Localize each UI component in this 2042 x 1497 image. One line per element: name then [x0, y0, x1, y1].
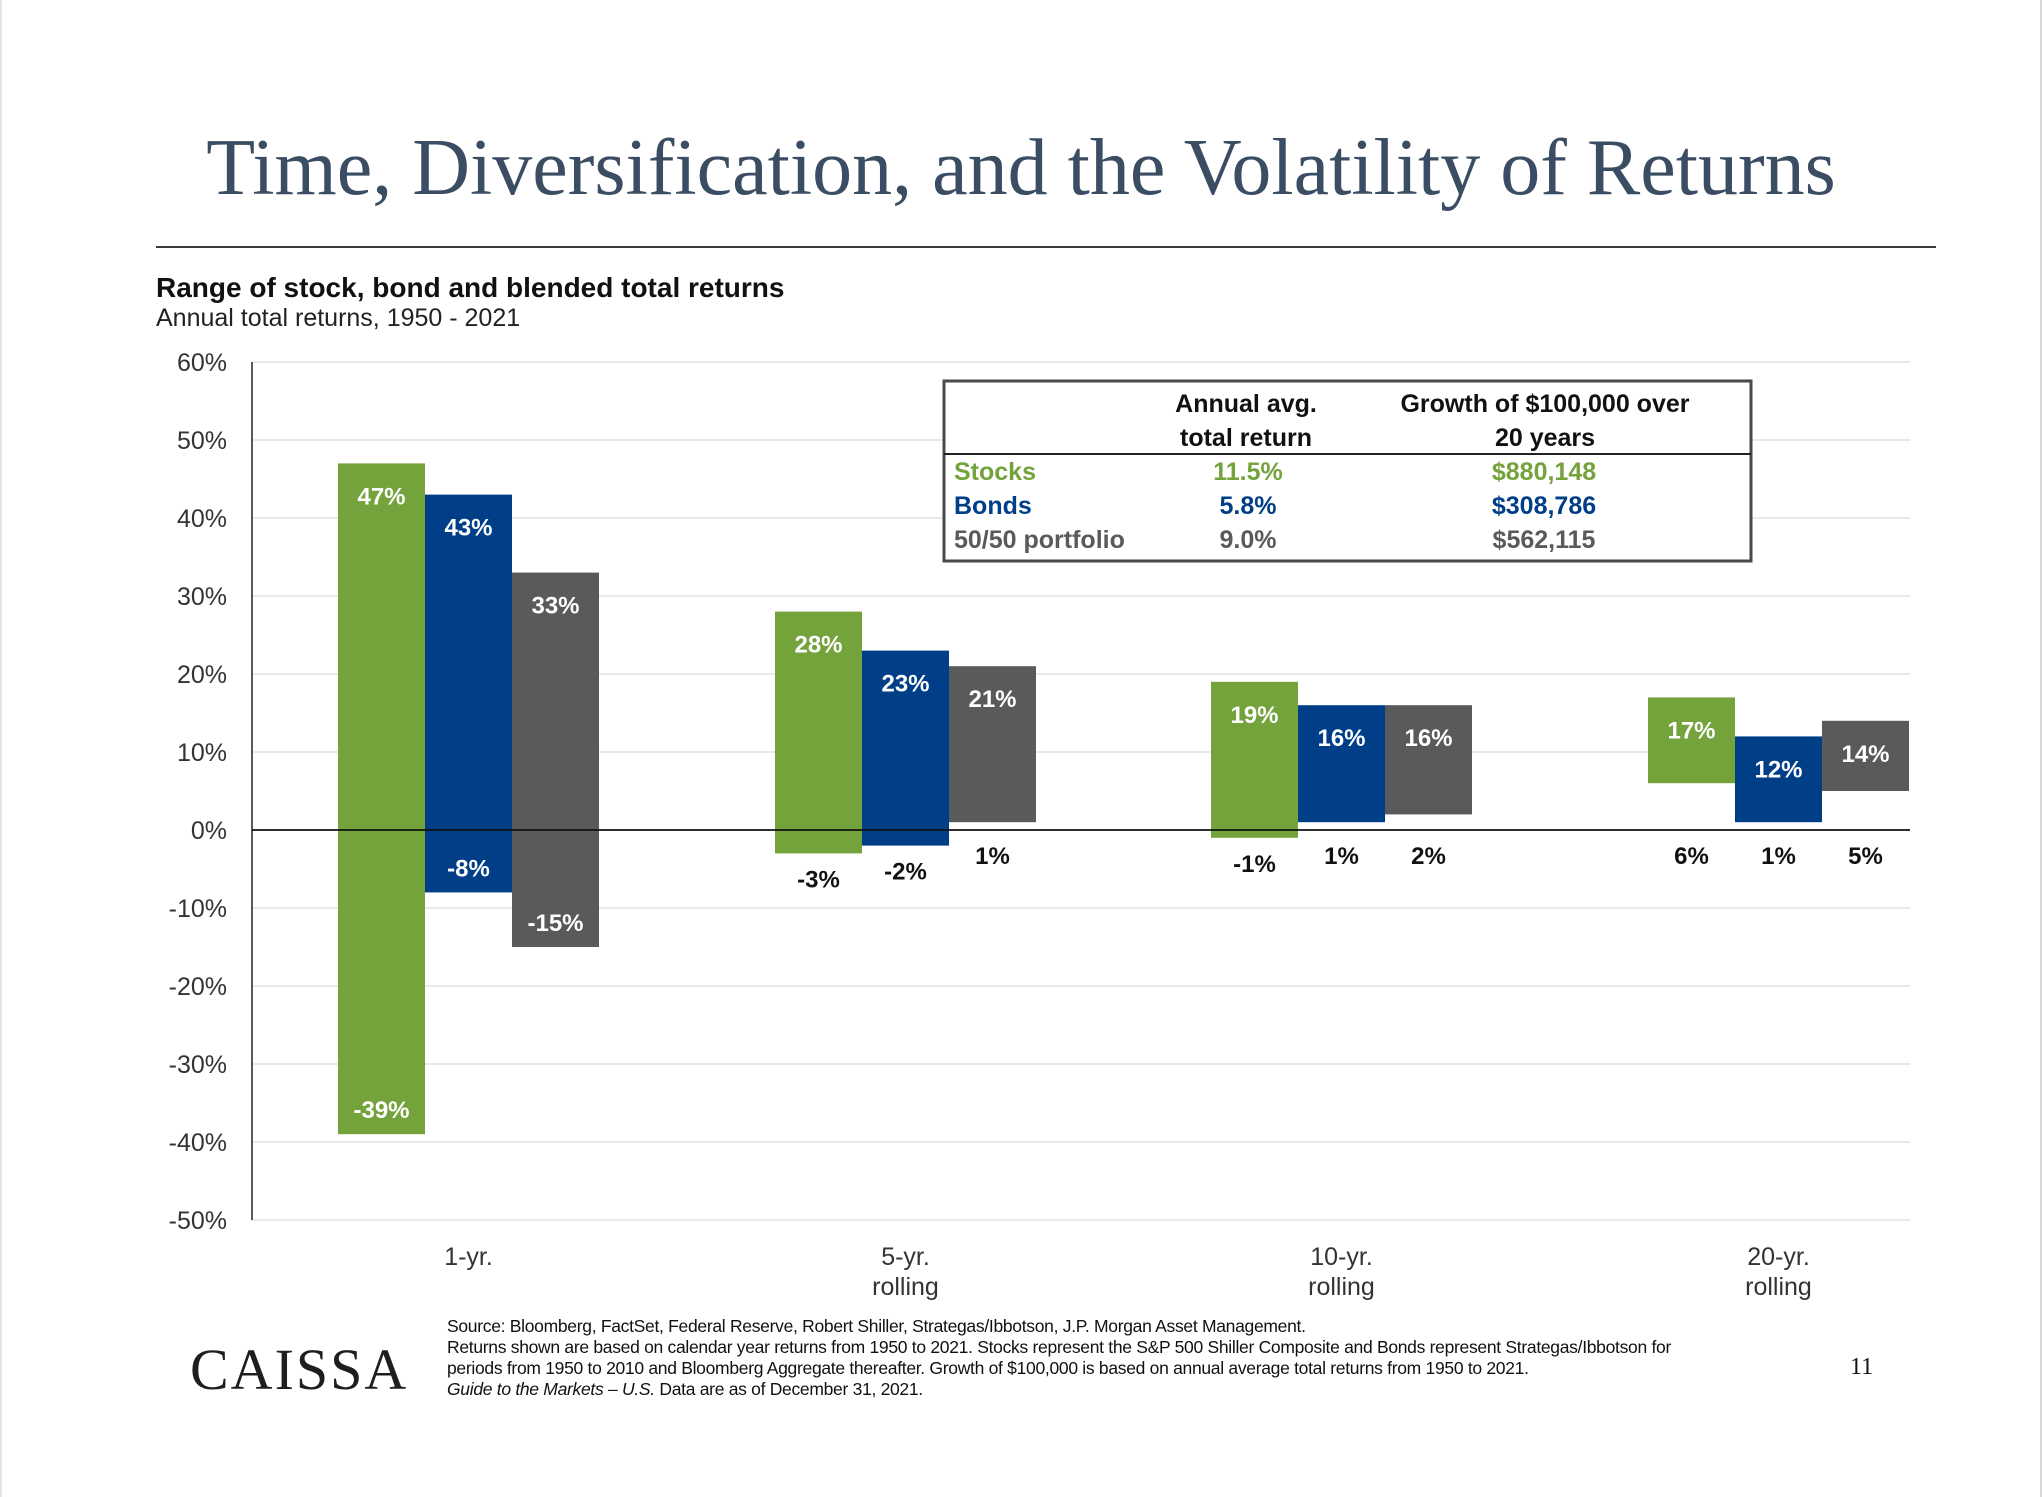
bonds-low-label: 1%: [1761, 843, 1796, 870]
y-tick-label: -30%: [169, 1051, 227, 1079]
bonds-range-bar: [862, 650, 949, 846]
y-tick-label: -20%: [169, 973, 227, 1001]
source-footnote: Source: Bloomberg, FactSet, Federal Rese…: [447, 1316, 1847, 1400]
chart-title: Range of stock, bond and blended total r…: [156, 272, 785, 303]
blend-range-bar: [1822, 720, 1909, 791]
stocks-low-label: -3%: [797, 866, 840, 893]
stocks-low-label: -39%: [353, 1097, 409, 1124]
stocks-low-label: 6%: [1674, 843, 1709, 870]
page-number: 11: [1850, 1354, 1874, 1380]
slide-title: Time, Diversification, and the Volatilit…: [206, 124, 1836, 212]
bonds-range-bar: [425, 494, 512, 893]
x-category-label: 5-yr.: [881, 1243, 930, 1271]
blend-high-label: 21%: [968, 686, 1016, 713]
source-date-note: Data are as of December 31, 2021.: [654, 1379, 923, 1399]
blend-range-bar: [949, 666, 1036, 823]
bonds-low-label: -2%: [884, 859, 927, 886]
bonds-range-bar: [1298, 705, 1385, 823]
source-guide-name: Guide to the Markets – U.S.: [447, 1379, 655, 1399]
stocks-high-label: 19%: [1230, 702, 1278, 729]
blend-low-label: -15%: [527, 910, 583, 937]
source-line-3: periods from 1950 to 2010 and Bloomberg …: [447, 1358, 1529, 1378]
table-row-name: Bonds: [954, 492, 1032, 520]
bonds-high-label: 23%: [881, 671, 929, 698]
summary-table-border: [942, 379, 1753, 563]
x-category-label: 20-yr.: [1747, 1243, 1810, 1271]
bonds-high-label: 12%: [1754, 756, 1802, 783]
slide-right-edge: [2040, 0, 2042, 1497]
stocks-high-label: 47%: [357, 483, 405, 510]
blend-range-bar: [512, 572, 599, 947]
blend-low-label: 5%: [1848, 843, 1883, 870]
y-tick-label: -50%: [169, 1207, 227, 1235]
stocks-range-bar: [338, 463, 425, 1135]
x-category-sublabel: rolling: [872, 1273, 939, 1301]
table-row-return: 9.0%: [1220, 526, 1277, 554]
chart-subtitle: Annual total returns, 1950 - 2021: [156, 304, 521, 332]
caissa-logo: CAISSA: [190, 1337, 409, 1402]
table-header-growth: 20 years: [1495, 424, 1595, 452]
y-tick-label: 50%: [177, 427, 227, 455]
table-header-growth: Growth of $100,000 over: [1400, 390, 1689, 418]
source-line-1: Source: Bloomberg, FactSet, Federal Rese…: [447, 1316, 1306, 1336]
table-row-growth: $308,786: [1492, 492, 1596, 520]
bonds-high-label: 16%: [1317, 725, 1365, 752]
bonds-high-label: 43%: [444, 515, 492, 542]
blend-high-label: 16%: [1404, 725, 1452, 752]
blend-high-label: 33%: [531, 593, 579, 620]
table-row-return: 11.5%: [1213, 458, 1283, 486]
y-tick-label: 30%: [177, 583, 227, 611]
bonds-low-label: -8%: [447, 855, 490, 882]
slide-left-edge: [0, 0, 2, 1497]
title-divider: [156, 246, 1936, 248]
stocks-range-bar: [1211, 681, 1298, 838]
y-tick-label: -10%: [169, 895, 227, 923]
blend-range-bar: [1385, 705, 1472, 815]
y-tick-label: 40%: [177, 505, 227, 533]
blend-high-label: 14%: [1841, 741, 1889, 768]
x-category-sublabel: rolling: [1308, 1273, 1375, 1301]
table-row-growth: $880,148: [1492, 458, 1596, 486]
y-tick-label: 0%: [191, 817, 227, 845]
x-category-sublabel: rolling: [1745, 1273, 1812, 1301]
stocks-high-label: 17%: [1667, 717, 1715, 744]
stocks-low-label: -1%: [1233, 851, 1276, 878]
y-tick-label: 20%: [177, 661, 227, 689]
table-row-return: 5.8%: [1220, 492, 1277, 520]
y-tick-label: 60%: [177, 349, 227, 377]
bonds-low-label: 1%: [1324, 843, 1359, 870]
table-row-growth: $562,115: [1493, 526, 1596, 554]
stocks-range-bar: [775, 611, 862, 854]
source-line-4: Guide to the Markets – U.S. Data are as …: [447, 1379, 1847, 1400]
blend-low-label: 1%: [975, 843, 1010, 870]
y-tick-label: -40%: [169, 1129, 227, 1157]
y-tick-label: 10%: [177, 739, 227, 767]
source-line-2: Returns shown are based on calendar year…: [447, 1337, 1672, 1357]
table-row-name: 50/50 portfolio: [954, 526, 1125, 554]
table-header-return: Annual avg.: [1175, 390, 1317, 418]
table-header-return: total return: [1180, 424, 1312, 452]
stocks-high-label: 28%: [794, 632, 842, 659]
x-category-label: 10-yr.: [1310, 1243, 1373, 1271]
table-row-name: Stocks: [954, 458, 1036, 486]
stocks-range-bar: [1648, 697, 1735, 784]
bonds-range-bar: [1735, 736, 1822, 823]
x-category-label: 1-yr.: [444, 1243, 493, 1271]
blend-low-label: 2%: [1411, 843, 1446, 870]
